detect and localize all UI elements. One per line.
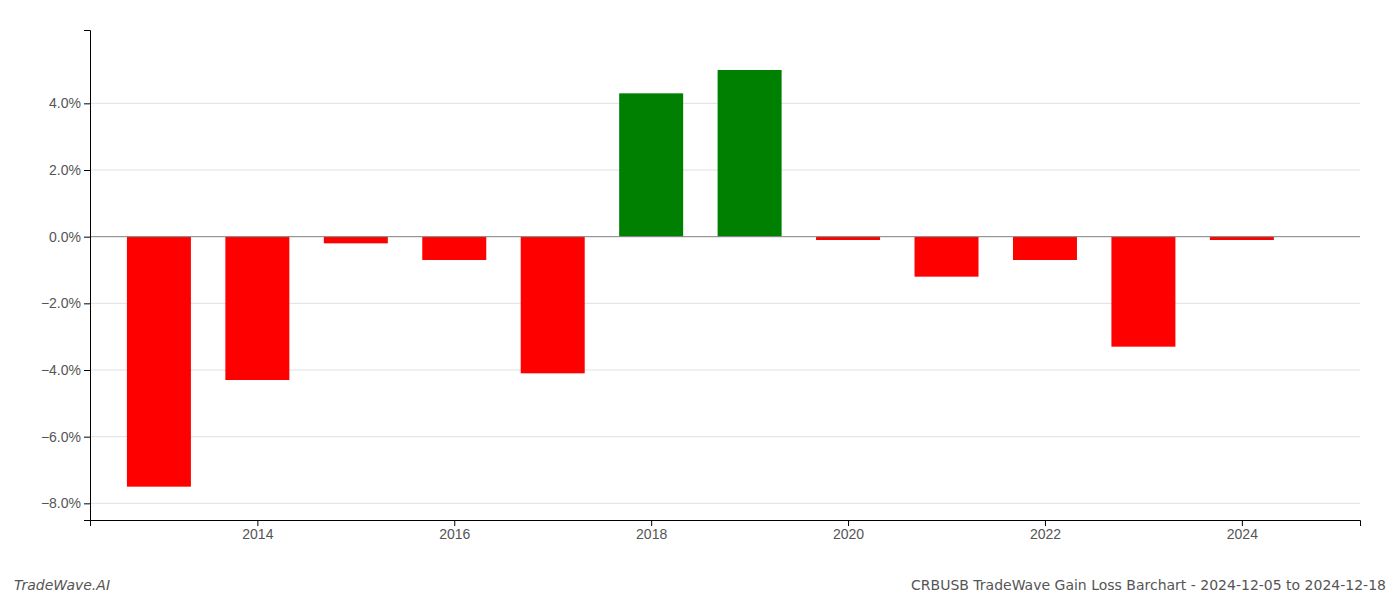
y-tick: −8.0% [41, 495, 90, 511]
bar [422, 237, 486, 260]
y-tick-label: −2.0% [41, 295, 81, 311]
y-tick: −4.0% [41, 362, 90, 378]
x-tick: 2016 [439, 520, 470, 542]
x-axis: 2014 2016 2018 2020 2022 2024 [91, 520, 1361, 542]
x-tick: 2018 [636, 520, 667, 542]
footer-right: CRBUSB TradeWave Gain Loss Barchart - 20… [911, 577, 1386, 593]
grid-line [90, 236, 1360, 237]
chart: −8.0% −6.0% −4.0% −2.0% 0.0% 2.0% 4.0% 2014 2016… [0, 0, 1400, 600]
y-axis: −8.0% −6.0% −4.0% −2.0% 0.0% 2.0% 4.0% [41, 31, 91, 521]
y-tick: −6.0% [41, 429, 90, 445]
grid-line [90, 436, 1360, 437]
y-tick-label: 0.0% [49, 229, 81, 245]
footer-left: TradeWave.AI [14, 577, 110, 593]
bar [225, 237, 289, 380]
bar [1111, 237, 1175, 347]
x-tick-label: 2020 [833, 526, 864, 542]
x-tick-label: 2014 [242, 526, 273, 542]
y-tick-mark [84, 103, 90, 104]
y-tick: 0.0% [49, 229, 90, 245]
grid-line [90, 503, 1360, 504]
bar [915, 237, 979, 277]
bar [521, 237, 585, 374]
bar [324, 237, 388, 244]
y-tick: −2.0% [41, 295, 90, 311]
y-tick: 4.0% [49, 95, 90, 111]
y-tick-mark [84, 237, 90, 238]
x-tick: 2014 [242, 520, 273, 542]
x-tick-label: 2018 [636, 526, 667, 542]
y-tick-label: −4.0% [41, 362, 81, 378]
x-tick: 2020 [833, 520, 864, 542]
bar [1013, 237, 1077, 260]
x-axis-line [91, 521, 1361, 527]
x-tick: 2024 [1227, 520, 1258, 542]
y-tick-mark [84, 503, 90, 504]
y-axis-line [84, 31, 91, 521]
y-tick-mark [84, 170, 90, 171]
zero-line [90, 236, 1360, 237]
y-tick: 2.0% [49, 162, 90, 178]
footer: TradeWave.AI CRBUSB TradeWave Gain Loss B… [14, 577, 1386, 593]
y-tick-mark [84, 370, 90, 371]
bar [718, 70, 782, 237]
x-tick-label: 2024 [1227, 526, 1258, 542]
x-tick-label: 2016 [439, 526, 470, 542]
y-tick-label: 4.0% [49, 95, 81, 111]
y-tick-label: −6.0% [41, 429, 81, 445]
y-tick-mark [84, 303, 90, 304]
bar [127, 237, 191, 487]
bars [127, 70, 1274, 487]
y-tick-mark [84, 437, 90, 438]
y-tick-label: −8.0% [41, 495, 81, 511]
y-tick-label: 2.0% [49, 162, 81, 178]
x-tick: 2022 [1030, 520, 1061, 542]
x-tick-label: 2022 [1030, 526, 1061, 542]
bar [619, 93, 683, 236]
